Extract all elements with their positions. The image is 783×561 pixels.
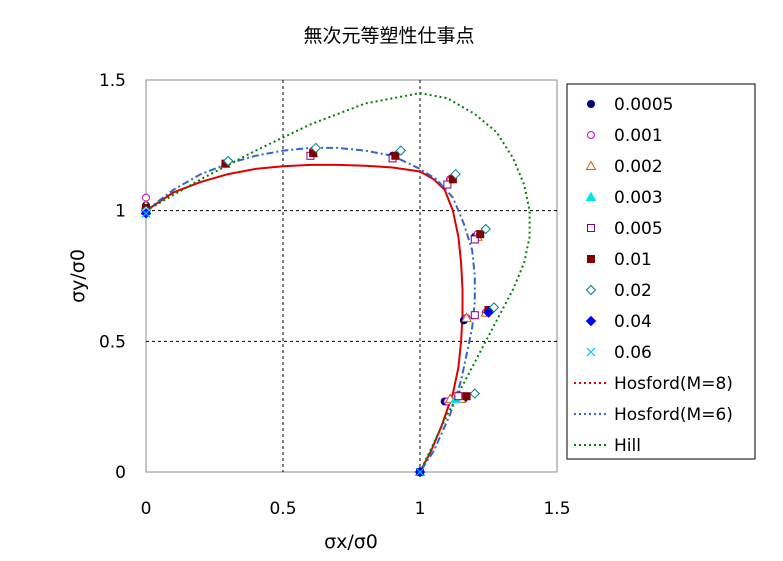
- gridlines: [146, 80, 557, 472]
- legend-marker: [585, 160, 597, 170]
- y-tick-label: 1.5: [99, 71, 126, 91]
- data-point-0.01: [476, 230, 485, 239]
- legend-label: 0.002: [614, 157, 663, 177]
- data-point-0.04: [483, 307, 494, 318]
- legend-label: 0.003: [614, 188, 663, 208]
- x-tick-labels: 0 0.5 1 1.5: [141, 499, 571, 519]
- data-point-0.01: [462, 392, 471, 401]
- data-point-0.06: [415, 467, 425, 477]
- x-tick-label: 0.5: [269, 499, 296, 519]
- data-point-0.02: [310, 142, 322, 154]
- legend-marker: [585, 315, 597, 327]
- y-tick-label: 0: [115, 463, 126, 483]
- y-axis-label: σy/σ0: [67, 249, 89, 303]
- data-point-0.005: [454, 392, 463, 401]
- legend: 0.0005 0.001 0.002 0.003 0.005 0.01 0.02 0.04 0.…: [574, 95, 733, 456]
- y-tick-label: 1: [115, 202, 126, 222]
- legend-marker: [587, 255, 595, 263]
- x-axis-label: σx/σ0: [324, 531, 378, 553]
- data-point-0.02: [469, 388, 481, 399]
- curve-hill: [145, 92, 531, 473]
- y-tick-label: 0.5: [99, 332, 126, 352]
- legend-marker: [585, 284, 597, 296]
- data-point-0.02: [395, 145, 407, 156]
- x-tick-label: 1: [415, 499, 426, 519]
- data-point-0.01: [391, 151, 400, 160]
- legend-label: 0.04: [614, 312, 652, 332]
- legend-label: 0.005: [614, 219, 663, 239]
- legend-label: Hosford(M=6): [614, 405, 733, 425]
- legend-label: 0.01: [614, 250, 652, 270]
- legend-label: 0.02: [614, 281, 652, 301]
- data-point-0.005: [470, 311, 479, 320]
- data-point-0.02: [450, 168, 461, 180]
- chart-title: 無次元等塑性仕事点: [303, 25, 474, 47]
- legend-marker: [587, 100, 595, 108]
- data-point-0.02: [480, 223, 491, 235]
- curves: [145, 92, 531, 473]
- legend-label: Hosford(M=8): [614, 374, 733, 394]
- legend-box: [566, 83, 756, 460]
- data-point-0.06: [141, 208, 151, 218]
- legend-marker: [586, 347, 596, 357]
- data-point-0.005: [443, 180, 452, 189]
- y-tick-labels: 0 0.5 1 1.5: [99, 71, 126, 483]
- curve-hosford-m-8-: [145, 163, 464, 473]
- legend-label: 0.001: [614, 126, 663, 146]
- legend-marker: [587, 224, 595, 232]
- data-point-0.02: [488, 302, 500, 313]
- data-point-0.002: [461, 312, 472, 322]
- markers: [140, 142, 500, 478]
- legend-label: 0.06: [614, 343, 652, 363]
- x-tick-label: 1.5: [543, 499, 570, 519]
- curve-hosford-m-6-: [145, 146, 476, 473]
- legend-label: Hill: [614, 436, 641, 456]
- legend-marker: [585, 191, 597, 201]
- legend-marker: [587, 131, 595, 139]
- x-tick-label: 0: [141, 499, 152, 519]
- data-point-0.005: [470, 235, 479, 244]
- legend-label: 0.0005: [614, 95, 673, 115]
- plot-area: [145, 79, 558, 473]
- data-point-0.02: [222, 155, 234, 167]
